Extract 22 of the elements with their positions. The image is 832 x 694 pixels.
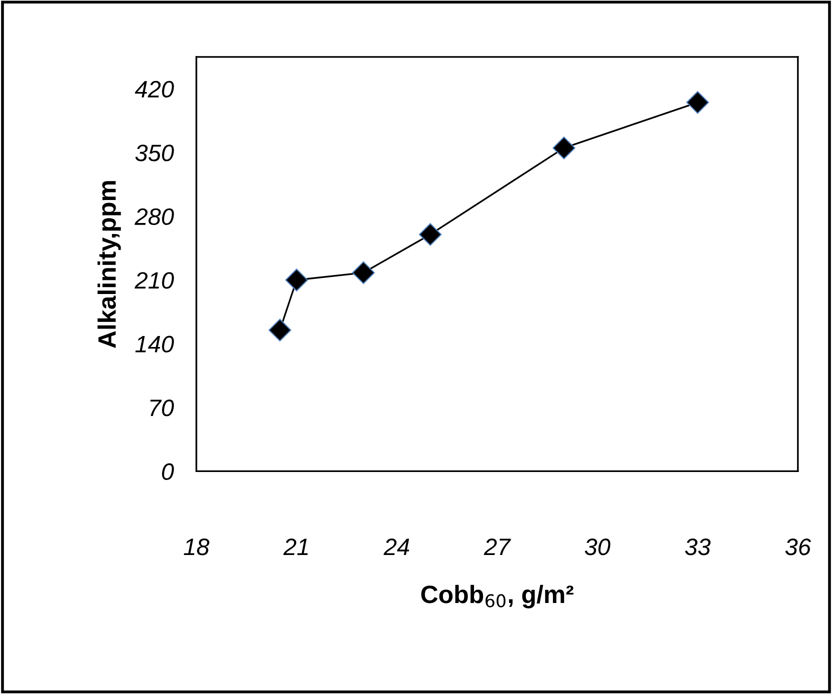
x-tick-label: 21 [283, 538, 308, 556]
x-tick-label: 36 [785, 538, 812, 556]
x-axis-title: Cobb$_{60}$, g/m² [421, 584, 574, 608]
x-tick-label: 30 [584, 538, 610, 556]
y-tick-label: 70 [150, 400, 174, 416]
point [686, 91, 709, 114]
point [352, 261, 375, 284]
point [552, 136, 576, 160]
y-tick-label: 420 [134, 80, 174, 98]
x-tick-label: 18 [184, 538, 210, 556]
y-tick-label: 0 [162, 463, 174, 480]
x-tick-label: 27 [484, 538, 511, 556]
x-tick-label: 33 [685, 538, 711, 556]
y-tick-label: 280 [134, 208, 174, 226]
point [268, 318, 292, 342]
point [285, 268, 308, 292]
point [418, 223, 442, 246]
y-tick-label: 210 [134, 272, 174, 289]
y-tick-label: 350 [135, 144, 174, 162]
y-tick-label: 140 [135, 336, 174, 353]
y-axis-title: Alkalinity,ppm [98, 181, 121, 348]
x-tick-label: 24 [384, 538, 410, 556]
